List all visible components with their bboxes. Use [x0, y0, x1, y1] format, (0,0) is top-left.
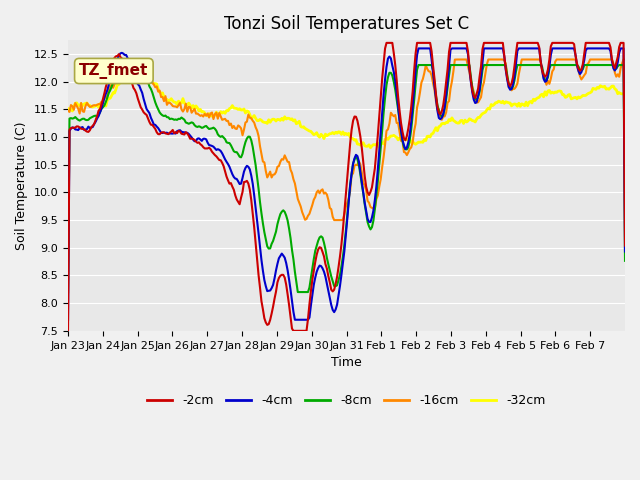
- Legend: -2cm, -4cm, -8cm, -16cm, -32cm: -2cm, -4cm, -8cm, -16cm, -32cm: [142, 389, 550, 412]
- Title: Tonzi Soil Temperatures Set C: Tonzi Soil Temperatures Set C: [224, 15, 469, 33]
- Y-axis label: Soil Temperature (C): Soil Temperature (C): [15, 121, 28, 250]
- Text: TZ_fmet: TZ_fmet: [79, 63, 148, 79]
- X-axis label: Time: Time: [331, 356, 362, 369]
